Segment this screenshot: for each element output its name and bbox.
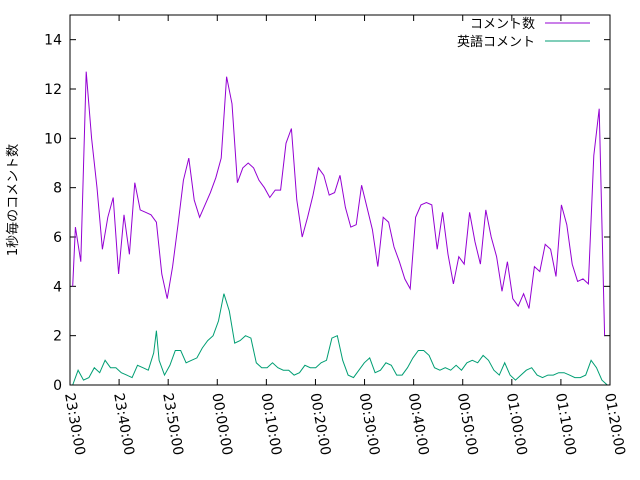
- y-tick-label: 6: [53, 230, 62, 246]
- x-tick-label: 23:30:00: [61, 392, 88, 457]
- series-line-1: [72, 71, 606, 336]
- legend-label: 英語コメント: [457, 34, 535, 50]
- legend-label: コメント数: [470, 17, 535, 32]
- x-tick-label: 23:40:00: [110, 392, 137, 457]
- y-tick-label: 4: [53, 279, 62, 295]
- x-tick-label: 00:00:00: [208, 392, 235, 457]
- series-line-2: [72, 293, 608, 386]
- y-tick-labels: 0 2 4 6 8 10 12 14: [44, 33, 62, 394]
- x-tick-label: 01:00:00: [503, 392, 530, 457]
- y-tick-label: 14: [44, 33, 62, 49]
- y-axis-label: 1秒毎のコメント数: [5, 144, 21, 256]
- x-tick-label: 00:10:00: [257, 392, 284, 457]
- x-tick-label: 01:20:00: [601, 392, 628, 457]
- x-tick-label: 01:10:00: [552, 392, 579, 457]
- plot-frame: [69, 14, 611, 386]
- x-tick-labels: 23:30:00 23:40:00 23:50:00 00:00:00 00:10:00…: [61, 392, 628, 457]
- x-tick-label: 23:50:00: [159, 392, 186, 457]
- axis-ticks: [69, 15, 611, 386]
- x-tick-label: 00:50:00: [454, 392, 481, 457]
- y-tick-label: 2: [53, 329, 62, 345]
- y-tick-label: 10: [44, 131, 62, 147]
- x-tick-label: 00:20:00: [307, 392, 334, 457]
- x-tick-label: 00:30:00: [356, 392, 383, 457]
- x-tick-label: 00:40:00: [405, 392, 432, 457]
- y-tick-label: 0: [53, 378, 62, 394]
- y-tick-label: 8: [53, 181, 62, 197]
- series-layer: [72, 71, 608, 386]
- y-tick-label: 12: [44, 82, 62, 98]
